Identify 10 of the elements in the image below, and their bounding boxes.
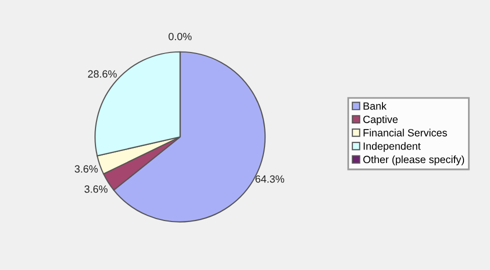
text: 0.0%: [168, 32, 192, 40]
data-label: 64.3%: [256, 175, 284, 183]
data-label: 28.6%: [88, 70, 117, 78]
data-label: 3.6%: [74, 165, 98, 173]
legend-label: Captive: [363, 115, 398, 126]
data-label: 3.6%: [84, 185, 108, 193]
legend-label: Other (please specify): [363, 156, 464, 166]
legend-label: Financial Services: [364, 128, 447, 136]
legend-label: Independent: [364, 142, 421, 152]
legend-label: Bank: [364, 102, 387, 110]
